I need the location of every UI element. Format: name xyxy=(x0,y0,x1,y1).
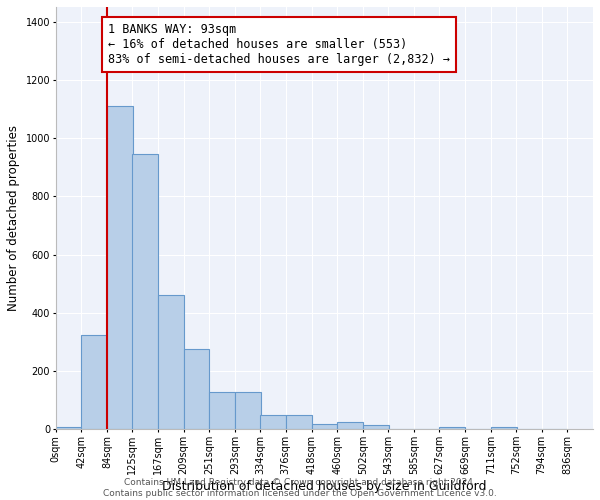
Bar xyxy=(337,422,363,430)
Bar xyxy=(439,426,465,430)
Bar xyxy=(491,426,517,430)
Bar xyxy=(56,426,82,430)
Bar xyxy=(132,154,158,429)
Y-axis label: Number of detached properties: Number of detached properties xyxy=(7,125,20,311)
Bar xyxy=(286,415,311,430)
Bar xyxy=(363,425,389,430)
Bar xyxy=(82,334,107,430)
X-axis label: Distribution of detached houses by size in Guildford: Distribution of detached houses by size … xyxy=(162,480,487,493)
Bar xyxy=(184,350,209,430)
Text: Contains HM Land Registry data © Crown copyright and database right 2024.
Contai: Contains HM Land Registry data © Crown c… xyxy=(103,478,497,498)
Bar xyxy=(209,392,235,430)
Bar xyxy=(107,106,133,430)
Text: 1 BANKS WAY: 93sqm
← 16% of detached houses are smaller (553)
83% of semi-detach: 1 BANKS WAY: 93sqm ← 16% of detached hou… xyxy=(109,23,451,66)
Bar xyxy=(235,392,261,430)
Bar xyxy=(158,296,184,430)
Bar xyxy=(260,415,286,430)
Bar xyxy=(311,424,337,430)
